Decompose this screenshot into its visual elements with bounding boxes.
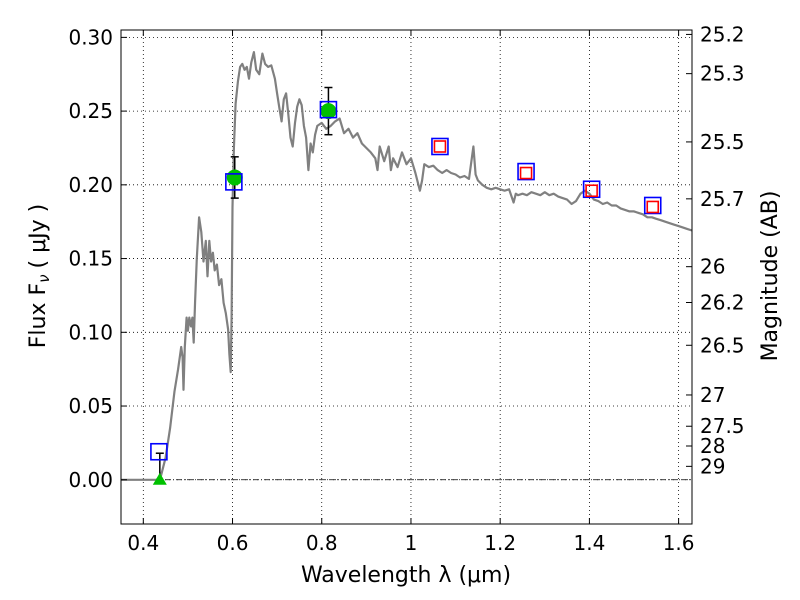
y-axis-label-group: Flux Fν ( μJy ) xyxy=(26,204,53,348)
observed-photometry-marker xyxy=(519,166,533,180)
y-tick-label: 0.10 xyxy=(68,320,113,344)
mag-tick-label: 25.3 xyxy=(700,62,745,86)
mag-tick-label: 29 xyxy=(700,454,725,478)
observed-photometry-marker xyxy=(646,200,660,214)
y-tick-label: 0.15 xyxy=(68,247,113,271)
grid xyxy=(121,30,692,524)
model-photometry-marker xyxy=(582,180,601,199)
model-photometry-marker xyxy=(319,100,338,119)
y-tick-label: 0.30 xyxy=(68,25,113,49)
model-photometry-marker xyxy=(431,137,449,156)
y-tick-label: 0.05 xyxy=(68,394,113,418)
x-tick-label: 0.8 xyxy=(306,531,338,555)
x-tick-label: 0.6 xyxy=(217,531,249,555)
right-axis-label: Magnitude (AB) xyxy=(758,191,783,362)
observed-photometry-marker xyxy=(585,184,598,198)
model-sed-curve xyxy=(121,50,693,481)
mag-tick-label: 26.5 xyxy=(700,333,745,357)
model-photometry-marker xyxy=(517,162,535,181)
model-photometry-marker xyxy=(150,442,168,461)
axis-ticks: 0.4 0.6 0.8 1 1.2 1.4 1.6 0.00 0.05 0.10 0.15 0.20 0… xyxy=(68,22,744,555)
mag-tick-label: 27.5 xyxy=(700,414,745,438)
upper-limit-marker xyxy=(152,472,167,485)
mag-tick-label: 27 xyxy=(700,383,725,407)
y-tick-label: 0.00 xyxy=(68,468,113,492)
observed-photometry-marker xyxy=(433,140,447,153)
y-tick-label: 0.25 xyxy=(68,99,113,123)
mag-tick-label: 25.2 xyxy=(700,22,745,46)
y-axis-label-main: Flux F xyxy=(26,283,51,348)
data-markers xyxy=(150,100,662,485)
x-axis-label: Wavelength λ (μm) xyxy=(301,563,511,588)
mag-tick-label: 28 xyxy=(700,434,725,458)
model-photometry-marker xyxy=(225,173,243,191)
x-tick-label: 1.2 xyxy=(484,531,516,555)
mag-tick-label: 25.7 xyxy=(700,187,745,211)
model-sed-line xyxy=(121,50,693,481)
mag-tick-label: 26.2 xyxy=(700,291,745,315)
x-tick-label: 1.6 xyxy=(663,531,695,555)
mag-tick-label: 26 xyxy=(700,255,725,279)
model-photometry-marker xyxy=(643,196,662,215)
x-tick-label: 1 xyxy=(405,531,418,555)
y-tick-label: 0.20 xyxy=(68,173,113,197)
y-axis-label: Flux Fν ( μJy ) xyxy=(26,204,53,348)
x-tick-label: 0.4 xyxy=(127,531,159,555)
detection-marker xyxy=(320,103,337,120)
x-tick-label: 1.4 xyxy=(573,531,605,555)
detection-marker xyxy=(226,169,243,186)
y-axis-label-subscript: ν xyxy=(35,274,53,282)
y-axis-label-unit: ( μJy ) xyxy=(26,204,51,269)
plot-frame xyxy=(120,29,693,525)
mag-tick-label: 25.5 xyxy=(700,130,745,154)
